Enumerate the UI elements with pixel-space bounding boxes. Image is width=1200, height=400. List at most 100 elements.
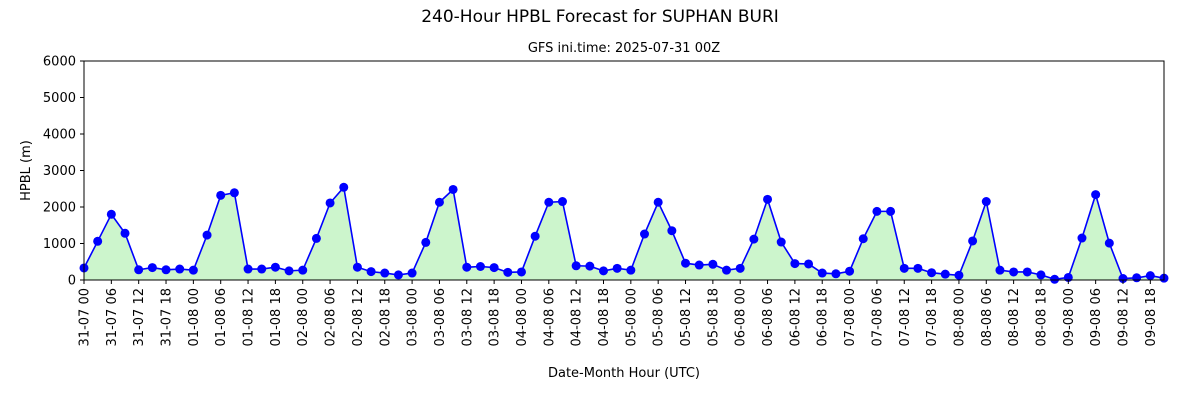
data-point — [339, 182, 349, 192]
x-tick-label: 08-08 00 — [952, 288, 967, 346]
data-point — [421, 237, 431, 247]
x-tick-label: 02-08 06 — [324, 288, 339, 346]
data-point — [722, 265, 732, 275]
x-tick-label: 04-08 06 — [542, 288, 557, 346]
data-point — [161, 265, 171, 275]
x-tick-label: 07-08 00 — [843, 288, 858, 346]
x-tick-label: 04-08 18 — [597, 288, 612, 346]
x-tick-label: 03-08 00 — [406, 288, 421, 346]
data-point — [1104, 238, 1114, 248]
x-tick-label: 09-08 18 — [1144, 288, 1159, 346]
x-tick-label: 05-08 00 — [624, 288, 639, 346]
x-axis: 31-07 00 31-07 06 31-07 12 31-07 18 01-08 00… — [78, 280, 1159, 346]
data-point — [284, 266, 294, 276]
data-point — [708, 259, 718, 269]
x-tick-label: 01-08 18 — [269, 288, 284, 346]
data-point — [817, 268, 827, 278]
data-point — [585, 261, 595, 271]
data-point — [311, 233, 321, 243]
data-point — [475, 262, 485, 271]
data-point — [243, 264, 253, 274]
x-tick-label: 01-08 06 — [214, 288, 229, 346]
data-point — [106, 209, 116, 219]
data-point — [366, 267, 376, 277]
chart-title: 240-Hour HPBL Forecast for SUPHAN BURI — [421, 7, 779, 27]
data-point — [612, 263, 622, 273]
data-point — [1009, 267, 1019, 277]
y-tick-label: 3000 — [43, 164, 76, 179]
data-point — [954, 270, 964, 280]
data-point — [448, 184, 458, 194]
y-axis: 0 1000 2000 3000 4000 5000 6000 — [43, 55, 84, 289]
data-point — [749, 234, 759, 244]
data-point — [1050, 274, 1060, 284]
y-tick-label: 4000 — [43, 128, 76, 143]
x-tick-label: 03-08 06 — [433, 288, 448, 346]
hpbl-area-fill — [84, 187, 1164, 280]
x-tick-label: 08-08 12 — [1007, 288, 1022, 346]
y-tick-label: 0 — [68, 274, 76, 289]
data-point — [981, 197, 991, 207]
plot-frame — [83, 60, 1165, 281]
data-point — [831, 269, 841, 279]
data-point — [352, 262, 362, 272]
data-point — [544, 197, 554, 207]
x-tick-label: 08-08 18 — [1034, 288, 1049, 346]
data-point — [886, 206, 896, 216]
y-tick-label: 2000 — [43, 201, 76, 216]
data-point — [1118, 274, 1128, 284]
data-point — [804, 259, 814, 269]
data-point — [120, 228, 130, 238]
x-tick-label: 31-07 12 — [132, 288, 147, 346]
x-tick-label: 06-08 18 — [816, 288, 831, 346]
data-point — [1036, 270, 1046, 280]
chart-subtitle: GFS ini.time: 2025-07-31 00Z — [528, 41, 720, 56]
x-tick-label: 04-08 12 — [570, 288, 585, 346]
data-point — [626, 265, 636, 275]
data-point — [927, 268, 937, 278]
data-point — [571, 261, 581, 271]
data-point — [393, 270, 403, 280]
data-point — [298, 265, 308, 275]
plot-area — [79, 182, 1169, 284]
data-point — [380, 268, 390, 278]
data-point — [516, 267, 526, 277]
data-point — [229, 188, 239, 198]
data-point — [640, 229, 650, 239]
x-tick-label: 07-08 06 — [870, 288, 885, 346]
data-point — [93, 236, 103, 246]
x-tick-label: 07-08 12 — [898, 288, 913, 346]
y-axis-label: HPBL (m) — [19, 140, 34, 201]
data-point — [681, 258, 691, 268]
data-point — [216, 190, 226, 200]
x-tick-label: 06-08 06 — [761, 288, 776, 346]
x-tick-label: 02-08 00 — [296, 288, 311, 346]
data-point — [257, 264, 267, 274]
x-axis-label: Date-Month Hour (UTC) — [548, 366, 700, 381]
data-point — [845, 266, 855, 276]
data-point — [790, 259, 800, 269]
data-point — [995, 265, 1005, 275]
data-point — [1022, 267, 1032, 277]
data-point — [694, 260, 704, 270]
data-point — [462, 262, 472, 272]
data-point — [325, 198, 335, 208]
x-tick-label: 01-08 12 — [242, 288, 257, 346]
data-point — [147, 263, 157, 273]
x-tick-label: 31-07 18 — [160, 288, 175, 346]
data-point — [899, 263, 909, 273]
data-point — [735, 263, 745, 273]
x-tick-label: 31-07 00 — [78, 288, 93, 346]
data-point — [667, 226, 677, 236]
data-point — [503, 267, 513, 277]
data-point — [940, 269, 950, 279]
x-tick-label: 03-08 12 — [460, 288, 475, 346]
data-point — [1132, 273, 1142, 283]
x-tick-label: 09-08 00 — [1062, 288, 1077, 346]
data-point — [776, 237, 786, 247]
x-tick-label: 07-08 18 — [925, 288, 940, 346]
x-tick-label: 03-08 18 — [488, 288, 503, 346]
x-tick-label: 05-08 12 — [679, 288, 694, 346]
x-tick-label: 31-07 06 — [105, 288, 120, 346]
